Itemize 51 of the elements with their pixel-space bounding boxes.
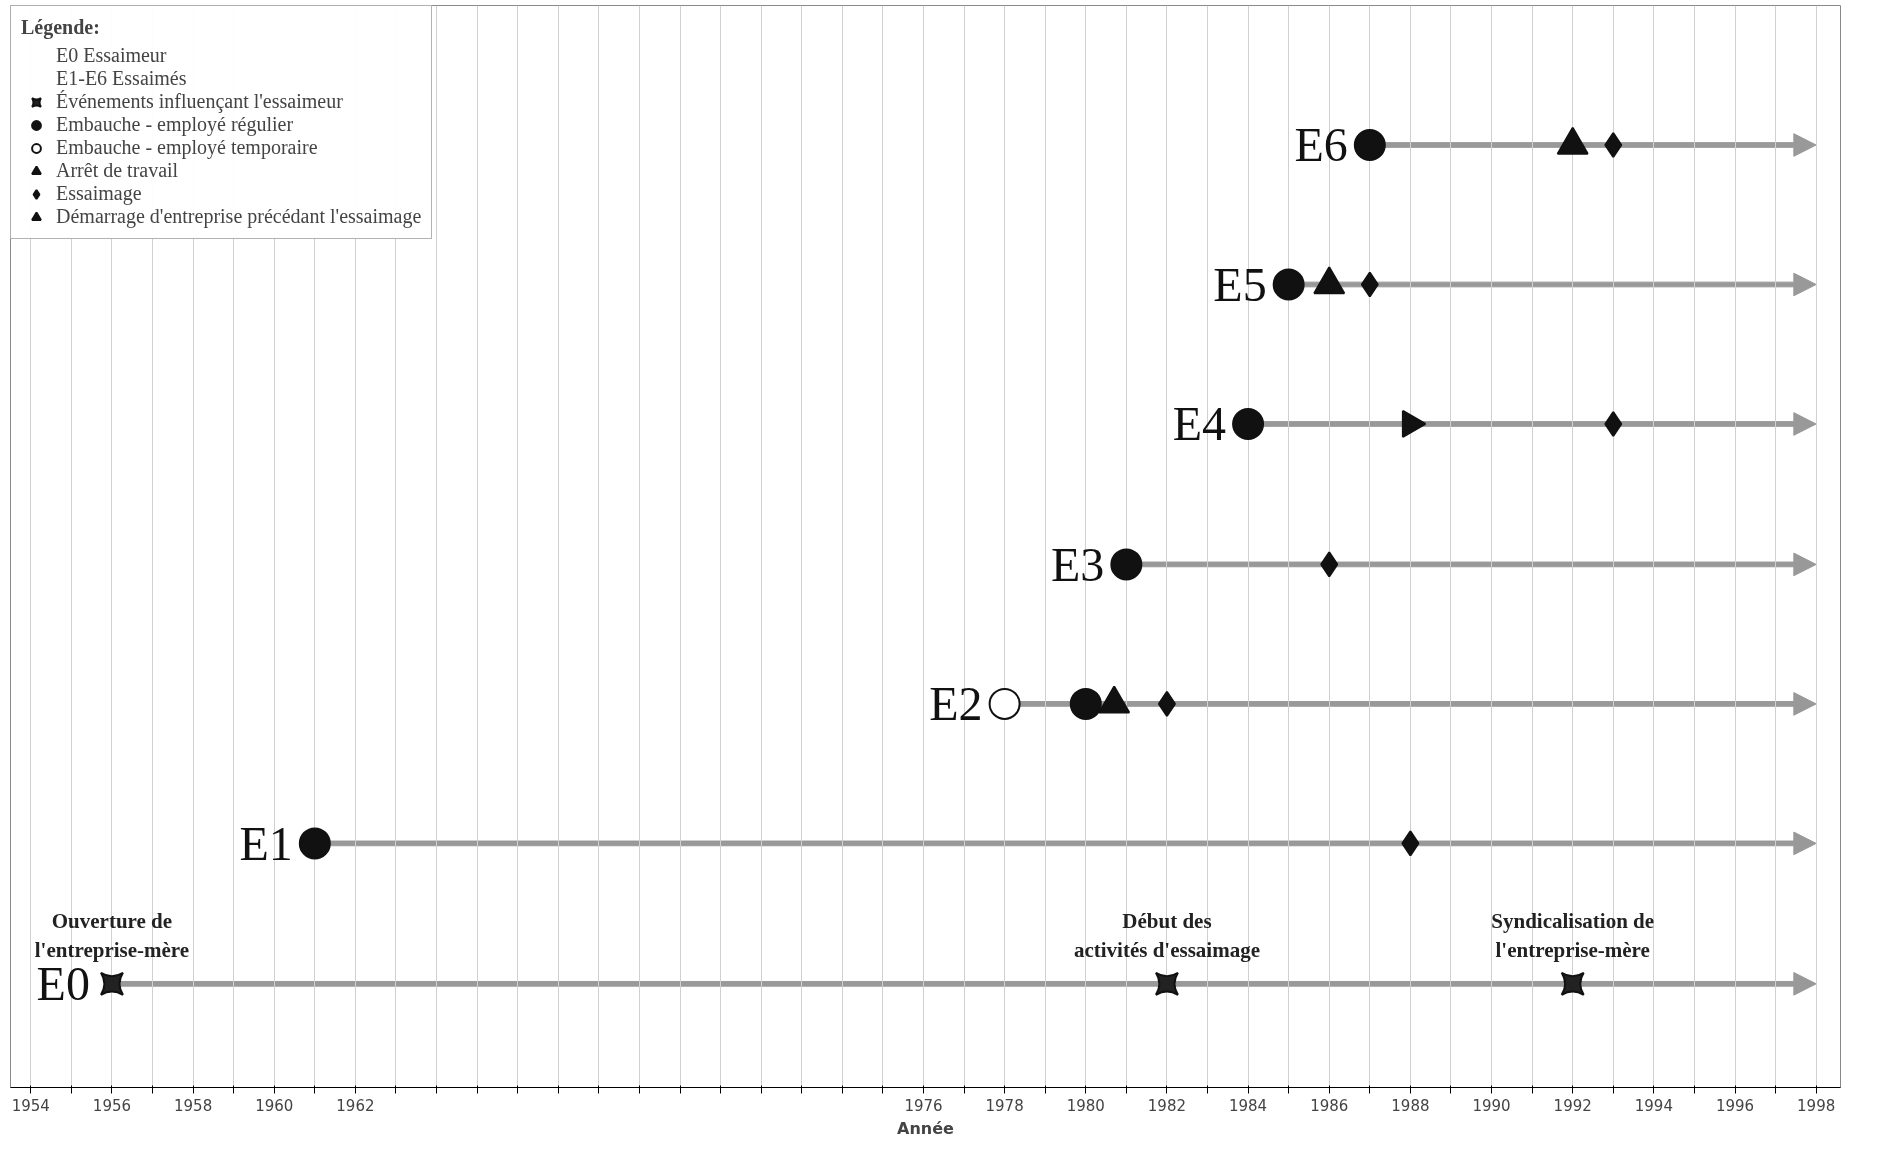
annotation: Début des activités d'essaimage	[1073, 909, 1260, 962]
legend-label: Essaimage	[56, 182, 142, 205]
x-tick-label: 1982	[1147, 1096, 1187, 1115]
annotation: Syndicalisation de l'entreprise-mère	[1491, 909, 1655, 962]
x-tick-label: 1988	[1391, 1096, 1430, 1115]
x-tick-label: 1978	[985, 1096, 1024, 1115]
legend-label: Embauche - employé temporaire	[56, 136, 318, 159]
x-axis-title: Année	[897, 1118, 955, 1138]
x-tick-label: 1990	[1472, 1096, 1511, 1115]
legend-label: Démarrage d'entreprise précédant l'essaimage	[56, 205, 422, 228]
point	[1069, 687, 1102, 720]
annotation: E5	[1213, 257, 1267, 311]
annotation: E2	[929, 677, 983, 731]
annotation: E3	[1051, 537, 1105, 591]
point	[988, 687, 1021, 720]
x-tick-label: 1996	[1715, 1096, 1755, 1115]
x-tick-label: 1958	[174, 1096, 213, 1115]
point	[1110, 548, 1143, 581]
x-tick-label: 1954	[11, 1096, 50, 1115]
point	[1272, 268, 1305, 301]
annotation: E6	[1294, 118, 1348, 172]
annotation: E4	[1172, 397, 1227, 451]
x-tick-label: 1998	[1797, 1096, 1836, 1115]
point	[298, 827, 331, 860]
point	[1232, 408, 1265, 440]
x-tick-label: 1984	[1229, 1096, 1268, 1115]
legend-label: Arrêt de travail	[56, 159, 179, 182]
point	[1320, 551, 1339, 578]
point	[1353, 129, 1386, 161]
x-tick-label: 1994	[1634, 1096, 1673, 1115]
x-tick-label: 1960	[255, 1096, 294, 1115]
text: E0 Essaimeur	[56, 44, 167, 67]
point	[1604, 131, 1623, 158]
x-tick-label: 1976	[904, 1096, 943, 1115]
x-tick-label: 1956	[92, 1096, 132, 1115]
x-tick-label: 1992	[1553, 1096, 1592, 1115]
point	[1154, 971, 1179, 996]
x-tick-label: 1962	[336, 1096, 375, 1115]
point	[1360, 271, 1379, 298]
legend-label: Embauche - employé régulier	[56, 113, 294, 136]
point	[1604, 410, 1623, 437]
point	[1560, 971, 1585, 996]
point	[99, 971, 124, 996]
annotation: E1	[239, 816, 293, 870]
legend-label: Événements influençant l'essaimeur	[56, 90, 343, 113]
x-tick-label: 1980	[1066, 1096, 1105, 1115]
text: E1-E6 Essaimés	[56, 67, 187, 90]
x-tick-label: 1986	[1310, 1096, 1349, 1115]
point	[1157, 690, 1176, 717]
legend-title: Légende:	[21, 16, 101, 39]
point	[1401, 830, 1420, 857]
